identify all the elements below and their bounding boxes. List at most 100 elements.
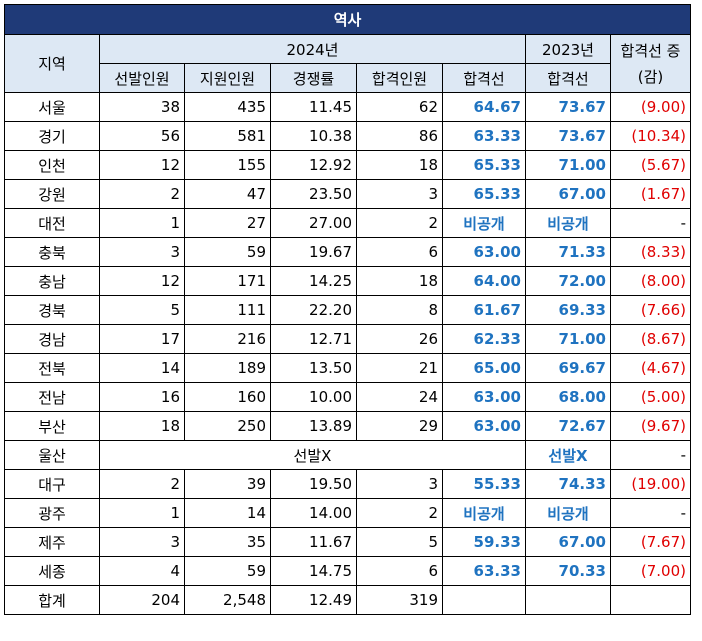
applicants-cell: 27	[184, 208, 271, 238]
cutoff-2023-cell: 70.33	[525, 556, 611, 586]
applicants-cell: 250	[184, 411, 271, 441]
ratio-cell: 11.45	[270, 92, 357, 122]
ratio-cell: 13.89	[270, 411, 357, 441]
passed-cell: 18	[356, 150, 443, 180]
change-cell: (8.67)	[610, 324, 691, 354]
header-applicants: 지원인원	[184, 63, 271, 93]
region-cell: 제주	[4, 527, 100, 557]
selected-cell: 1	[99, 498, 185, 528]
table-row: 충북 3 59 19.67 6 63.00 71.33 (8.33)	[4, 237, 691, 267]
table-row: 세종 4 59 14.75 6 63.33 70.33 (7.00)	[4, 556, 691, 586]
cutoff-2024-cell: 63.00	[442, 411, 526, 441]
cutoff-2023-cell: 72.00	[525, 266, 611, 296]
cutoff-2024-cell: 63.33	[442, 121, 526, 151]
applicants-cell: 59	[184, 237, 271, 267]
total-ratio: 12.49	[270, 585, 357, 615]
header-2024: 2024년	[99, 34, 526, 64]
cutoff-2024-cell: 62.33	[442, 324, 526, 354]
selected-cell: 38	[99, 92, 185, 122]
total-empty-cell	[525, 585, 611, 615]
change-cell: (9.67)	[610, 411, 691, 441]
region-cell: 경남	[4, 324, 100, 354]
header-cutoff-2024: 합격선	[442, 63, 526, 93]
table-row: 충남 12 171 14.25 18 64.00 72.00 (8.00)	[4, 266, 691, 296]
passed-cell: 3	[356, 469, 443, 499]
region-cell: 충남	[4, 266, 100, 296]
table-row: 강원 2 47 23.50 3 65.33 67.00 (1.67)	[4, 179, 691, 209]
applicants-cell: 216	[184, 324, 271, 354]
cutoff-2024-cell: 63.00	[442, 237, 526, 267]
ratio-cell: 11.67	[270, 527, 357, 557]
applicants-cell: 35	[184, 527, 271, 557]
passed-cell: 21	[356, 353, 443, 383]
applicants-cell: 189	[184, 353, 271, 383]
change-cell: (4.67)	[610, 353, 691, 383]
selected-cell: 17	[99, 324, 185, 354]
region-cell: 세종	[4, 556, 100, 586]
table-row: 제주 3 35 11.67 5 59.33 67.00 (7.67)	[4, 527, 691, 557]
passed-cell: 26	[356, 324, 443, 354]
selected-cell: 12	[99, 266, 185, 296]
passed-cell: 5	[356, 527, 443, 557]
change-cell: (5.00)	[610, 382, 691, 412]
region-cell: 전남	[4, 382, 100, 412]
ratio-cell: 13.50	[270, 353, 357, 383]
selected-cell: 18	[99, 411, 185, 441]
cutoff-2023-cell: 69.33	[525, 295, 611, 325]
table-row: 서울 38 435 11.45 62 64.67 73.67 (9.00)	[4, 92, 691, 122]
table-row: 부산 18 250 13.89 29 63.00 72.67 (9.67)	[4, 411, 691, 441]
cutoff-2023-cell: 67.00	[525, 179, 611, 209]
change-cell: (19.00)	[610, 469, 691, 499]
change-cell: (8.33)	[610, 237, 691, 267]
total-passed: 319	[356, 585, 443, 615]
ratio-cell: 12.92	[270, 150, 357, 180]
ratio-cell: 27.00	[270, 208, 357, 238]
cutoff-2023-cell: 비공개	[525, 498, 611, 528]
cutoff-2023-cell: 72.67	[525, 411, 611, 441]
region-cell: 인천	[4, 150, 100, 180]
ratio-cell: 12.71	[270, 324, 357, 354]
cutoff-2023-cell: 73.67	[525, 121, 611, 151]
passed-cell: 2	[356, 498, 443, 528]
region-cell: 부산	[4, 411, 100, 441]
header-ratio: 경쟁률	[270, 63, 357, 93]
change-cell: (1.67)	[610, 179, 691, 209]
applicants-cell: 111	[184, 295, 271, 325]
table-row: 대전 1 27 27.00 2 비공개 비공개 -	[4, 208, 691, 238]
selected-cell: 2	[99, 179, 185, 209]
table-row: 경남 17 216 12.71 26 62.33 71.00 (8.67)	[4, 324, 691, 354]
change-cell: -	[610, 208, 691, 238]
cutoff-2023-cell: 선발X	[525, 440, 611, 470]
table-row: 인천 12 155 12.92 18 65.33 71.00 (5.67)	[4, 150, 691, 180]
ratio-cell: 19.67	[270, 237, 357, 267]
ratio-cell: 22.20	[270, 295, 357, 325]
header-change-label: 합격선 증(감)	[620, 41, 681, 86]
table-row: 전북 14 189 13.50 21 65.00 69.67 (4.67)	[4, 353, 691, 383]
passed-cell: 6	[356, 556, 443, 586]
ratio-cell: 14.00	[270, 498, 357, 528]
selected-cell: 3	[99, 527, 185, 557]
cutoff-2023-cell: 71.00	[525, 150, 611, 180]
ratio-cell: 10.38	[270, 121, 357, 151]
total-applicants: 2,548	[184, 585, 271, 615]
cutoff-2024-cell: 59.33	[442, 527, 526, 557]
applicants-cell: 47	[184, 179, 271, 209]
passed-cell: 3	[356, 179, 443, 209]
table-row: 울산 선발X 선발X -	[4, 440, 691, 470]
region-cell: 충북	[4, 237, 100, 267]
cutoff-2024-cell: 63.33	[442, 556, 526, 586]
cutoff-2023-cell: 69.67	[525, 353, 611, 383]
selected-cell: 56	[99, 121, 185, 151]
ratio-cell: 10.00	[270, 382, 357, 412]
ratio-cell: 14.25	[270, 266, 357, 296]
change-cell: (5.67)	[610, 150, 691, 180]
cutoff-2024-cell: 비공개	[442, 498, 526, 528]
ratio-cell: 19.50	[270, 469, 357, 499]
applicants-cell: 160	[184, 382, 271, 412]
not-selected-note: 선발X	[99, 440, 526, 470]
region-cell: 경기	[4, 121, 100, 151]
title-row: 역사	[4, 4, 691, 35]
header-selected: 선발인원	[99, 63, 185, 93]
applicants-cell: 59	[184, 556, 271, 586]
passed-cell: 6	[356, 237, 443, 267]
